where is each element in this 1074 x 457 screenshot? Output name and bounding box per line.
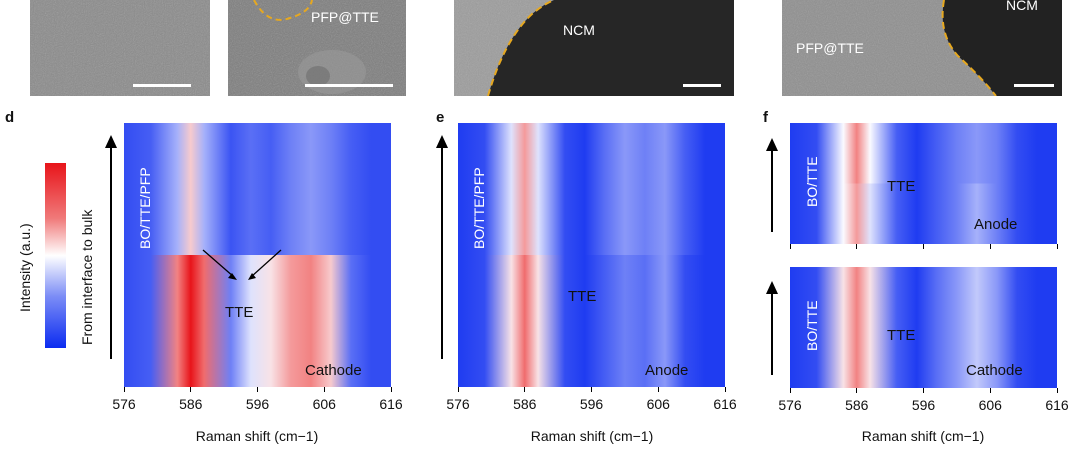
xlabel-d: Raman shift (cm−1)	[195, 428, 319, 444]
axis-annotation: From interface to bulk	[79, 209, 95, 345]
x-tick-label: 596	[911, 397, 936, 413]
panel-letter-d: d	[5, 109, 15, 126]
x-tick-mark	[789, 388, 791, 393]
scale-bar	[1014, 84, 1054, 87]
x-tick-mark	[856, 244, 858, 249]
heatmap-row	[124, 123, 391, 256]
x-tick-label: 616	[379, 396, 403, 412]
arrow-d	[105, 135, 117, 359]
x-tick-mark	[923, 244, 924, 249]
heatmap-row	[124, 255, 391, 387]
x-tick-mark	[789, 244, 791, 249]
x-tick-label: 576	[446, 396, 470, 412]
x-tick-mark	[190, 387, 192, 392]
x-tick-label: 616	[713, 396, 737, 412]
x-tick-mark	[923, 388, 924, 393]
x-tick-label: 606	[312, 396, 336, 412]
tem-image-2: PFP@TTE	[228, 0, 406, 96]
x-tick-label: 586	[845, 397, 869, 413]
x-tick-label: 596	[245, 396, 270, 412]
heatmap-d-svg	[124, 123, 391, 387]
x-tick-mark	[524, 387, 526, 392]
x-tick-mark	[123, 387, 125, 392]
panel-letter-e: e	[436, 109, 445, 126]
colorbar-label: Intensity (a.u.)	[17, 223, 33, 312]
x-tick-mark	[657, 387, 659, 392]
tte-label-f-top: TTE	[887, 178, 916, 195]
heatmap-d: BO/TTE/PFP TTE Cathode	[124, 123, 391, 387]
x-tick-mark	[390, 387, 392, 392]
x-tick-mark	[724, 387, 726, 392]
x-tick-mark	[323, 387, 325, 392]
tte-label-d: TTE	[225, 304, 254, 321]
scale-bar	[133, 84, 191, 87]
x-tick-label: 586	[513, 396, 537, 412]
heatmap-f-bottom-svg	[790, 267, 1057, 388]
image-label: NCM	[1006, 0, 1038, 13]
arrow-f-top	[766, 138, 778, 232]
heatmap-e-svg	[458, 123, 725, 387]
heatmap-f-top: BO/TTE TTE Anode	[790, 123, 1057, 244]
cathode-label-f-bottom: Cathode	[966, 362, 1023, 379]
heatmap-e: BO/TTE/PFP TTE Anode	[458, 123, 725, 387]
x-tick-label: 586	[179, 396, 203, 412]
image-label: PFP@TTE	[311, 9, 379, 25]
arrow-e	[436, 135, 448, 359]
x-tick-mark	[1056, 244, 1058, 249]
sample-label-f-top: BO/TTE	[804, 156, 820, 207]
cathode-label-d: Cathode	[305, 362, 362, 379]
image-label: PFP@TTE	[796, 40, 864, 56]
panel-letter-f: f	[763, 109, 768, 126]
sample-label-f-bottom: BO/TTE	[804, 300, 820, 351]
x-tick-label: 606	[646, 396, 670, 412]
arrow-f-bottom	[766, 281, 778, 375]
scale-bar	[305, 84, 393, 87]
tte-label-e: TTE	[568, 288, 597, 305]
colorbar	[45, 163, 66, 348]
x-tick-mark	[989, 244, 991, 249]
xlabel-f: Raman shift (cm−1)	[861, 428, 985, 444]
heatmap-f-bottom: BO/TTE TTE Cathode	[790, 267, 1057, 388]
sample-label-e: BO/TTE/PFP	[471, 167, 487, 249]
tem-image-3: NCM	[454, 0, 734, 96]
x-tick-label: 606	[978, 397, 1002, 413]
x-tick-label: 596	[579, 396, 604, 412]
heatmap-row	[790, 123, 1057, 185]
heatmap-row	[790, 183, 1057, 244]
x-tick-label: 576	[112, 396, 136, 412]
pointer-arrows-d	[202, 249, 282, 280]
x-tick-mark	[989, 388, 991, 393]
heatmap-row	[458, 123, 725, 256]
tem-image-1	[30, 0, 210, 96]
x-tick-label: 616	[1045, 397, 1069, 413]
x-tick-mark	[1056, 388, 1058, 393]
heatmap-row	[790, 267, 1057, 329]
tte-label-f-bottom: TTE	[887, 327, 916, 344]
x-tick-mark	[257, 387, 258, 392]
anode-label-e: Anode	[645, 362, 689, 379]
tem-image-4: PFP@TTE NCM	[782, 0, 1062, 96]
heatmap-f-top-svg	[790, 123, 1057, 244]
heatmap-row	[458, 255, 725, 387]
x-tick-mark	[856, 388, 858, 393]
x-tick-label: 576	[778, 397, 802, 413]
heatmap-row	[790, 327, 1057, 388]
x-tick-mark	[591, 387, 592, 392]
xlabel-e: Raman shift (cm−1)	[530, 428, 654, 444]
scale-bar	[683, 84, 721, 87]
x-tick-mark	[457, 387, 459, 392]
image-label: NCM	[563, 22, 595, 38]
anode-label-f-top: Anode	[974, 216, 1018, 233]
